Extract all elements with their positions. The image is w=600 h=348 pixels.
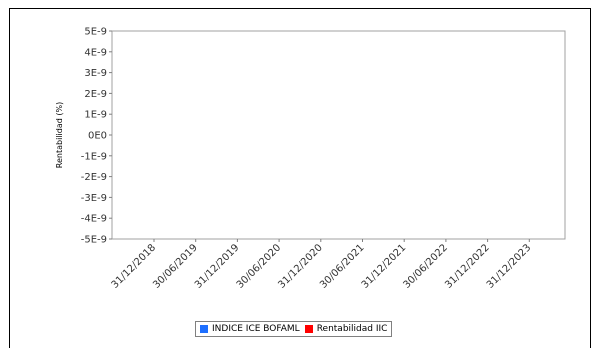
x-axis: 31/12/201830/06/201931/12/201930/06/2020… <box>110 239 534 291</box>
y-tick-label: -3E-9 <box>81 193 107 204</box>
y-tick-label: -2E-9 <box>81 172 107 183</box>
legend-label-indice: INDICE ICE BOFAML <box>212 324 300 334</box>
plot-area <box>111 30 566 240</box>
chart-frame <box>9 8 591 348</box>
y-tick-label: -1E-9 <box>81 151 107 162</box>
legend-swatch-red <box>304 325 313 333</box>
y-tick-label: 2E-9 <box>84 89 107 100</box>
y-tick-label: 3E-9 <box>84 68 107 79</box>
legend-entry-indice: INDICE ICE BOFAML <box>200 324 300 334</box>
y-tick-label: 5E-9 <box>84 27 107 38</box>
y-tick-label: -4E-9 <box>81 214 107 225</box>
legend-swatch-blue <box>200 325 208 333</box>
chart-svg: 5E-9 4E-9 3E-9 2E-9 1E-9 0E0 -1E-9 -2E-9 -3E-9 -4… <box>55 27 566 291</box>
legend: INDICE ICE BOFAML Rentabilidad IIC <box>195 321 393 337</box>
legend-entry-rentabilidad: Rentabilidad IIC <box>304 324 388 334</box>
y-axis-title: Rentabilidad (%) <box>55 102 64 168</box>
y-tick-label: 1E-9 <box>84 110 107 121</box>
y-axis: 5E-9 4E-9 3E-9 2E-9 1E-9 0E0 -1E-9 -2E-9 -3E-9 -4… <box>81 27 112 246</box>
y-tick-label: -5E-9 <box>81 235 107 246</box>
legend-label-rentabilidad: Rentabilidad IIC <box>316 324 388 334</box>
x-tick-label: 31/12/2023 <box>485 242 534 291</box>
y-tick-label: 4E-9 <box>84 47 107 58</box>
y-tick-label: 0E0 <box>88 131 107 142</box>
